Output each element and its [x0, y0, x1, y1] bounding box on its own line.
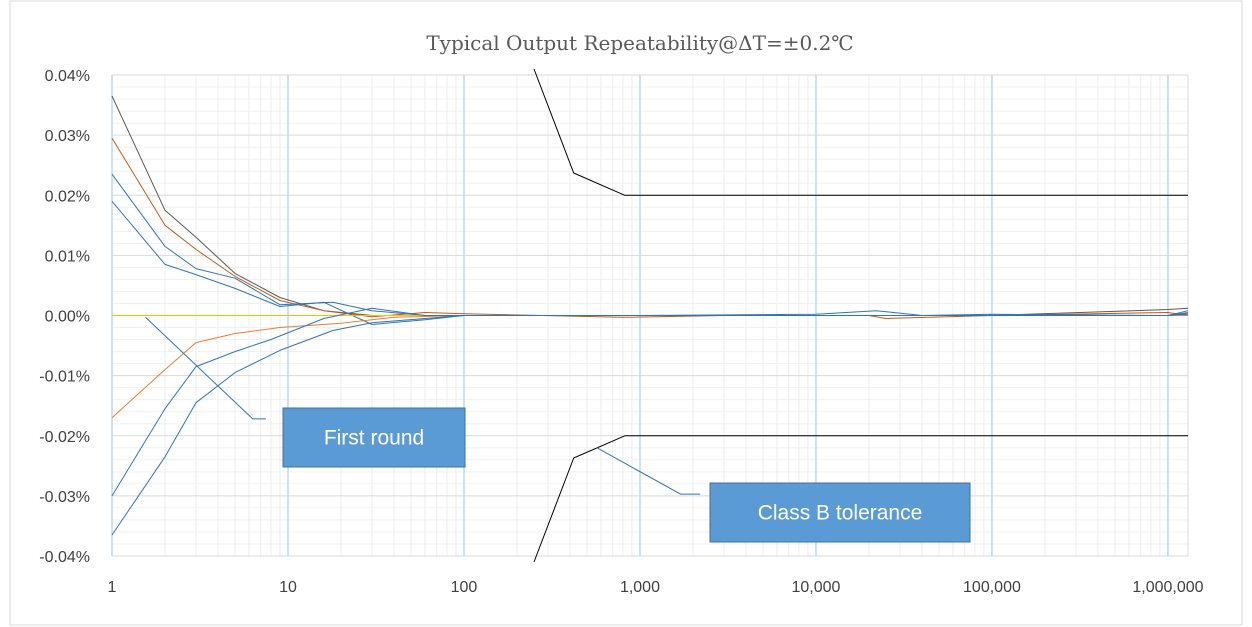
annotation-box-2: [709, 482, 971, 543]
x-tick-label: 1,000,000: [1132, 579, 1203, 596]
x-tick-label: 100,000: [963, 579, 1021, 596]
x-tick-label: 10,000: [791, 579, 840, 596]
series-lines: [111, 68, 1189, 563]
annotation-label-2: Class B tolerance: [758, 502, 923, 525]
y-tick-label: -0.04%: [39, 549, 90, 566]
chart-border: [9, 0, 1243, 626]
annotation-box-1: [282, 407, 466, 468]
y-tick-label: 0.01%: [45, 248, 90, 265]
y-tick-label: 0.03%: [45, 128, 90, 145]
x-axis-tick-labels: 1 10 100 1,000 10,000 100,000 1,000,000: [108, 579, 1204, 596]
annotation-label-1: First round: [324, 427, 424, 450]
y-tick-label: -0.03%: [39, 489, 90, 506]
y-tick-label: 0.04%: [45, 68, 90, 85]
x-tick-label: 100: [451, 579, 478, 596]
annotations: First round Class B tolerance: [145, 316, 971, 543]
y-tick-label: -0.02%: [39, 429, 90, 446]
series-line-8: [111, 312, 1189, 536]
y-tick-label: -0.01%: [39, 369, 90, 386]
series-line-9: [533, 68, 1188, 196]
y-tick-label: 0.00%: [45, 309, 90, 326]
annotation-leader-2: [596, 447, 701, 495]
y-axis-tick-labels: -0.04% -0.03% -0.02% -0.01% 0.00% 0.01% 0.02% 0…: [39, 68, 90, 566]
x-tick-label: 1,000: [620, 579, 660, 596]
series-line-2: [111, 137, 1189, 319]
x-tick-label: 10: [279, 579, 297, 596]
x-tick-label: 1: [108, 579, 117, 596]
annotation-leader-1: [145, 316, 266, 420]
series-line-10: [533, 435, 1188, 563]
chart-title: Typical Output Repeatability@ΔT=±0.2℃: [426, 31, 853, 55]
y-tick-label: 0.02%: [45, 188, 90, 205]
